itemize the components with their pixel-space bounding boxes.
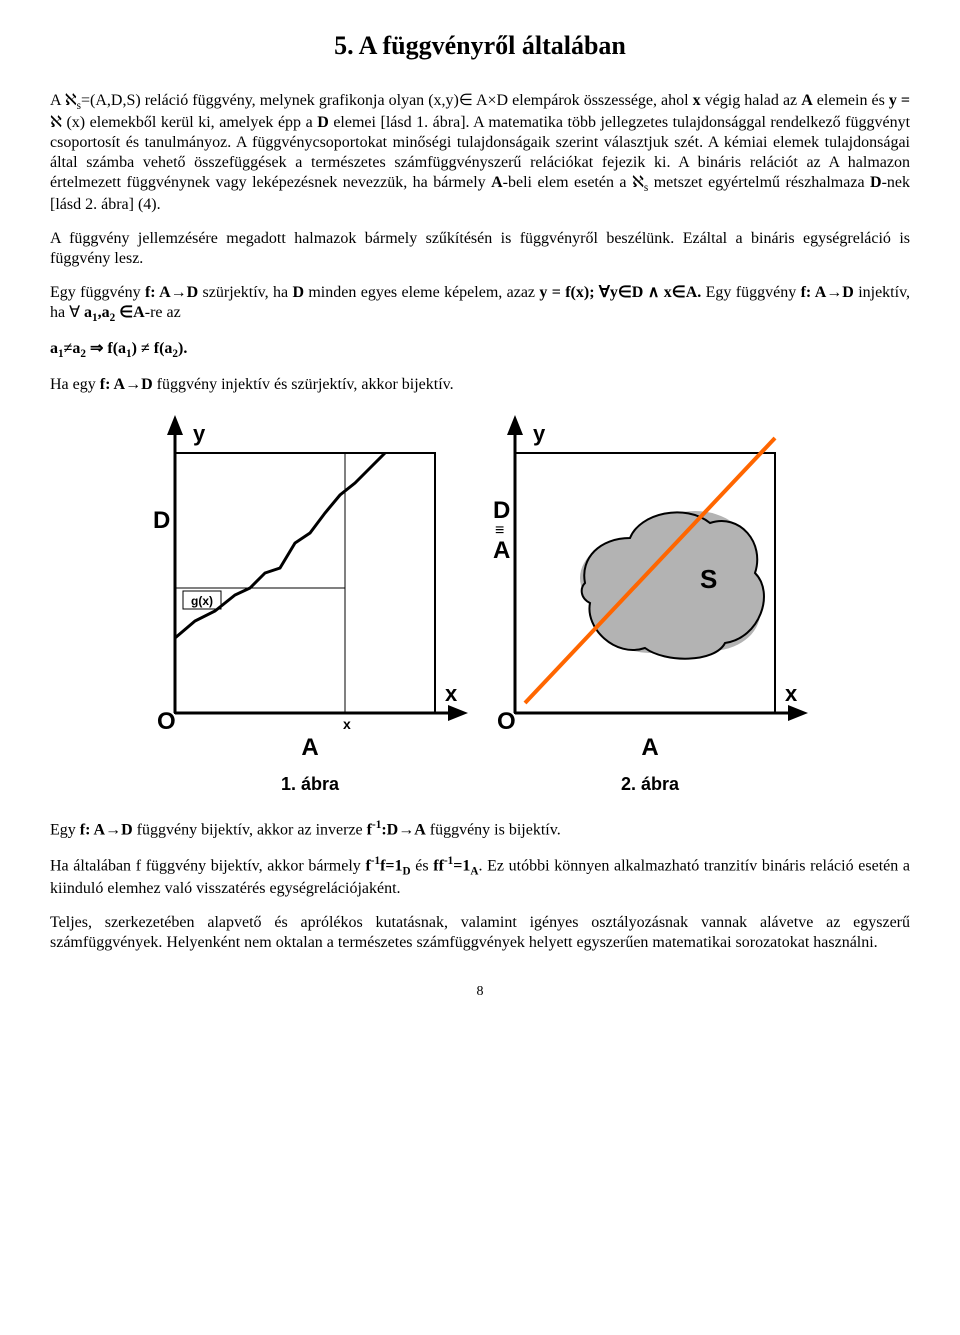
svg-text:g(x): g(x) [191, 594, 213, 608]
figure-1-axis-label: A [145, 735, 475, 765]
svg-text:O: O [157, 708, 176, 733]
svg-text:x: x [785, 681, 798, 706]
page-title: 5. A függvényről általában [50, 30, 910, 63]
svg-text:A: A [641, 735, 658, 761]
paragraph-7: Ha általában f függvény bijektív, akkor … [50, 854, 910, 899]
paragraph-8: Teljes, szerkezetében alapvető és aprólé… [50, 913, 910, 953]
paragraph-2: A függvény jellemzésére megadott halmazo… [50, 229, 910, 269]
figure-1: g(x) y D O x x [145, 413, 475, 733]
svg-text:A: A [301, 735, 318, 761]
figure-2: y D ≡ A S O x [485, 413, 815, 733]
paragraph-6: Egy f: A→D függvény bijektív, akkor az i… [50, 818, 910, 840]
svg-text:x: x [343, 716, 351, 732]
svg-text:O: O [497, 708, 516, 733]
svg-text:D: D [153, 507, 170, 534]
paragraph-3: Egy függvény f: A→D szürjektív, ha D min… [50, 283, 910, 325]
figure-2-caption: 2. ábra [485, 773, 815, 796]
paragraph-4: a1≠a2 ⇒ f(a1) ≠ f(a2). [50, 339, 910, 361]
svg-text:D: D [493, 497, 510, 524]
svg-text:y: y [193, 421, 206, 446]
figure-2-axis-label: A [485, 735, 815, 765]
page-number: 8 [50, 983, 910, 1001]
svg-text:S: S [700, 564, 717, 594]
paragraph-1: A ℵs=(A,D,S) reláció függvény, melynek g… [50, 91, 910, 215]
svg-text:x: x [445, 681, 458, 706]
figure-1-caption: 1. ábra [145, 773, 475, 796]
svg-text:A: A [493, 537, 510, 564]
svg-text:y: y [533, 421, 546, 446]
paragraph-5: Ha egy f: A→D függvény injektív és szürj… [50, 375, 910, 395]
